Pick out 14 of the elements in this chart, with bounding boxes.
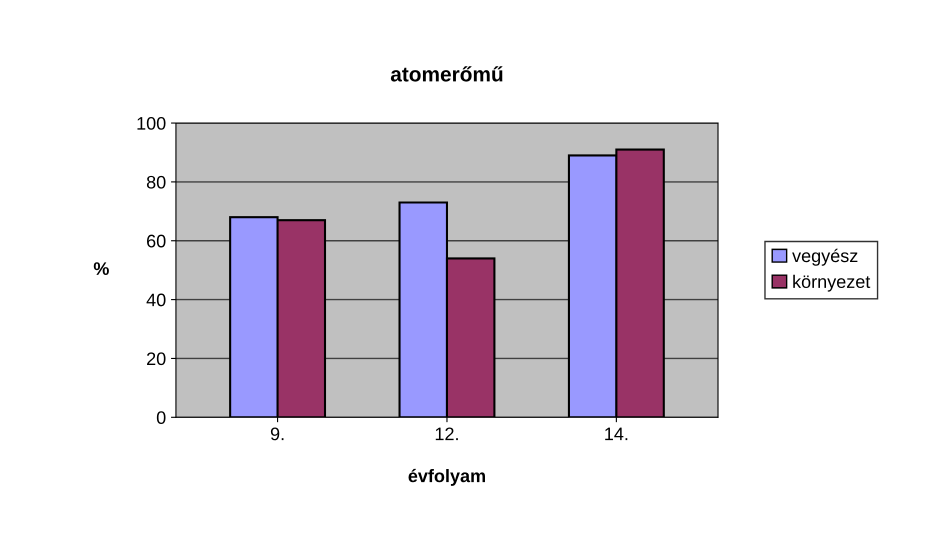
- y-tick-label: 100: [137, 116, 166, 130]
- y-axis-title: %: [94, 262, 109, 275]
- y-tick-label: 20: [147, 352, 166, 366]
- x-tick-label: 9.: [270, 428, 284, 440]
- legend-label: környezet: [793, 274, 870, 292]
- y-tick-label: 80: [146, 176, 166, 189]
- chart-title: atomerőmű: [390, 66, 502, 82]
- x-axis-title: évfolyam: [408, 468, 485, 486]
- y-tick-label: 0: [156, 411, 166, 424]
- x-tick-label: 12.: [436, 428, 458, 440]
- y-tick-label: 40: [146, 294, 166, 306]
- x-tick-label: 14.: [605, 428, 628, 440]
- y-tick-label: 60: [147, 234, 166, 248]
- legend-label: vegyész: [792, 248, 858, 266]
